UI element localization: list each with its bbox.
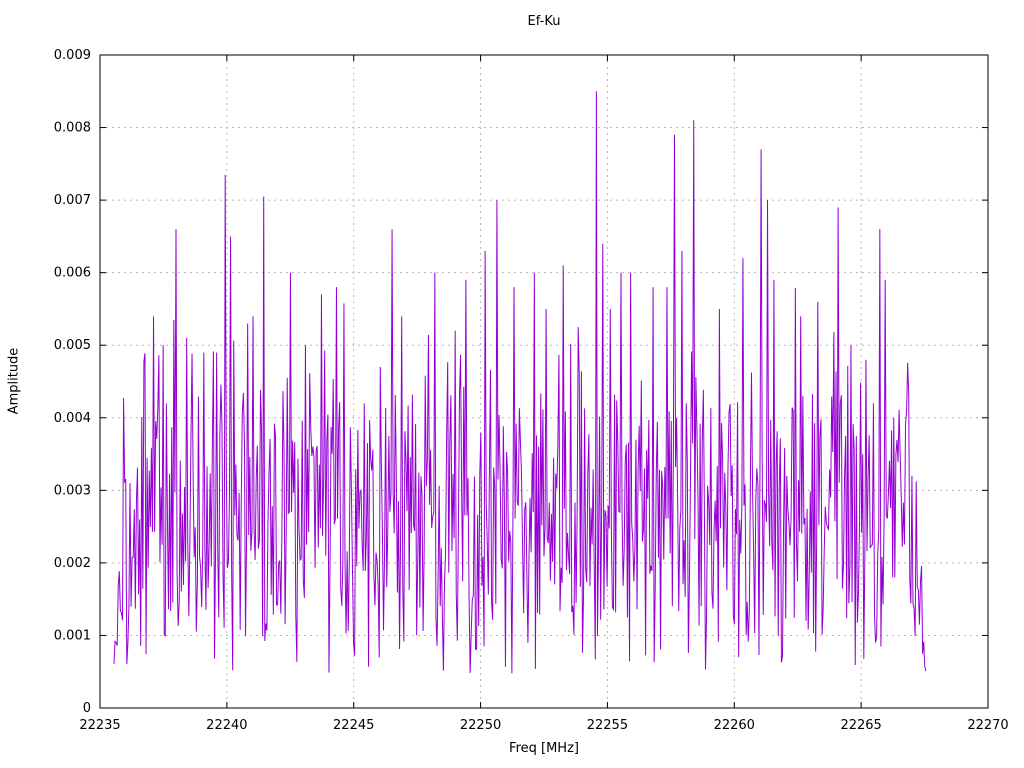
x-tick-label: 22270	[967, 718, 1008, 733]
y-tick-label: 0.005	[54, 338, 91, 353]
y-tick-label: 0	[83, 701, 91, 716]
y-tick-label: 0.001	[54, 628, 91, 643]
y-tick-label: 0.008	[54, 121, 91, 136]
x-tick-label: 22265	[840, 718, 881, 733]
y-tick-label: 0.002	[54, 556, 91, 571]
y-tick-label: 0.009	[54, 48, 91, 63]
x-tick-label: 22250	[460, 718, 501, 733]
chart-title: Ef-Ku	[527, 14, 561, 29]
plot-border	[99, 54, 989, 709]
x-tick-label: 22240	[206, 718, 247, 733]
y-tick-label: 0.007	[54, 193, 91, 208]
x-axis-label: Freq [MHz]	[509, 741, 579, 756]
y-tick-label: 0.006	[54, 266, 91, 281]
x-tick-label: 22260	[714, 718, 755, 733]
x-tick-label: 22235	[79, 718, 120, 733]
x-tick-label: 22245	[333, 718, 374, 733]
y-tick-label: 0.004	[54, 411, 91, 426]
x-tick-label: 22255	[587, 718, 628, 733]
signal-line	[113, 91, 927, 674]
y-tick-label: 0.003	[54, 483, 91, 498]
